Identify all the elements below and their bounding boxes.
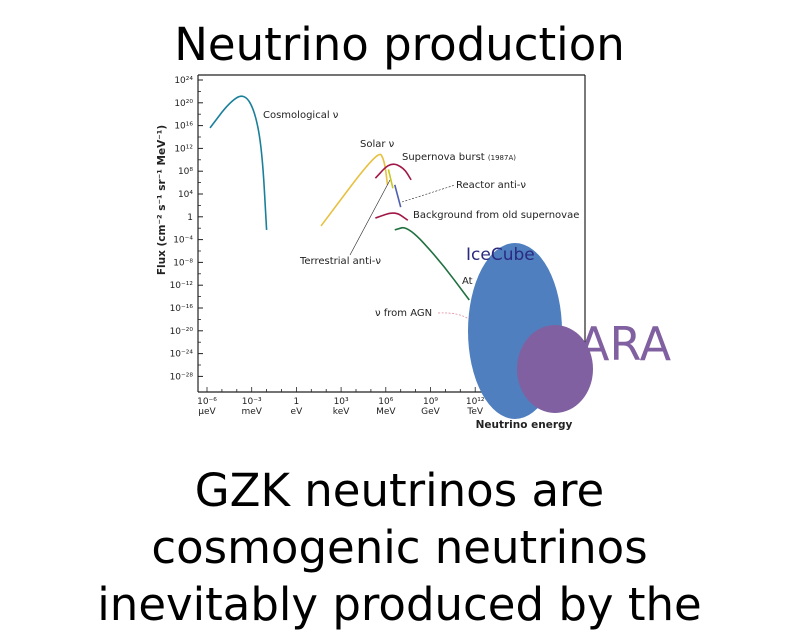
x-tick-unit: keV: [333, 407, 350, 417]
y-tick-label: 10¹²: [174, 144, 193, 154]
y-tick-label: 10⁻⁴: [173, 236, 193, 246]
y-tick-label: 10⁻²⁴: [170, 350, 194, 360]
label-cosmological: Cosmological ν: [263, 110, 339, 121]
label-background: Background from old supernovae: [413, 210, 579, 221]
slide-title: Neutrino production: [174, 18, 625, 71]
x-tick-label: 10¹²: [466, 397, 485, 407]
label-reactor: Reactor anti-ν: [456, 180, 526, 191]
y-tick-label: 10¹⁶: [174, 122, 193, 132]
ara-label: ARA: [578, 317, 672, 371]
y-tick-label: 10⁻¹²: [170, 281, 194, 291]
label-agn: ν from AGN: [375, 308, 432, 319]
body-line: inevitably produced by the: [97, 578, 702, 631]
reactor-leader-line: [401, 184, 456, 203]
label-solar: Solar ν: [360, 139, 395, 150]
terrestrial-leader-line: [349, 179, 391, 256]
x-tick-label: 10⁻³: [242, 397, 262, 407]
x-tick-label: 10⁻⁶: [197, 397, 217, 407]
x-axis-label: Neutrino energy: [476, 419, 573, 431]
x-tick-label: 1: [294, 397, 300, 407]
label-supernova-text: Supernova burst: [402, 152, 485, 163]
x-tick-unit: TeV: [466, 407, 484, 417]
slide-body: GZK neutrinos are cosmogenic neutrinos i…: [0, 462, 799, 633]
series-curve-2: [374, 163, 412, 181]
series-curve-6: [394, 226, 470, 301]
x-tick-label: 10⁶: [378, 397, 393, 407]
y-tick-label: 10⁸: [178, 167, 193, 177]
series-curve-5: [387, 169, 394, 189]
body-line: cosmogenic neutrinos: [151, 521, 648, 574]
y-tick-label: 10⁻²⁸: [170, 372, 194, 382]
x-tick-unit: eV: [291, 407, 304, 417]
y-tick-label: 10⁻⁸: [173, 258, 193, 268]
series-curve-3: [393, 184, 402, 208]
body-line: GZK neutrinos are: [194, 464, 605, 517]
label-terrestrial: Terrestrial anti-ν: [299, 256, 381, 267]
y-axis-label: Flux (cm⁻² s⁻¹ sr⁻¹ MeV⁻¹): [156, 125, 168, 275]
label-atmospheric: At: [462, 276, 473, 287]
series-curve-1: [320, 153, 389, 227]
series-curve-4: [375, 212, 409, 221]
x-tick-unit: MeV: [376, 407, 396, 417]
label-supernova: Supernova burst (1987A): [402, 152, 516, 163]
y-tick-label: 10²⁰: [174, 99, 193, 109]
x-tick-label: 10³: [334, 397, 349, 407]
y-tick-label: 10⁻²⁰: [170, 327, 194, 337]
neutrino-flux-chart: 10²⁴ 10²⁰ 10¹⁶ 10¹² 10⁸ 10⁴ 1 10⁻⁴ 10⁻⁸ 10⁻¹² 10⁻¹…: [156, 74, 672, 431]
agn-leader-line: [437, 312, 471, 321]
x-tick-unit: µeV: [198, 407, 216, 417]
x-tick-label: 10⁹: [423, 397, 438, 407]
y-tick-label: 1: [187, 213, 193, 223]
icecube-label: IceCube: [466, 245, 535, 265]
y-tick-label: 10²⁴: [174, 76, 193, 86]
label-supernova-year: (1987A): [488, 154, 516, 162]
y-tick-label: 10⁴: [178, 190, 193, 200]
series-curve-0: [209, 95, 268, 230]
x-tick-unit: meV: [241, 407, 262, 417]
y-tick-label: 10⁻¹⁶: [170, 304, 194, 314]
ara-region: [517, 325, 593, 413]
x-tick-unit: GeV: [421, 407, 441, 417]
